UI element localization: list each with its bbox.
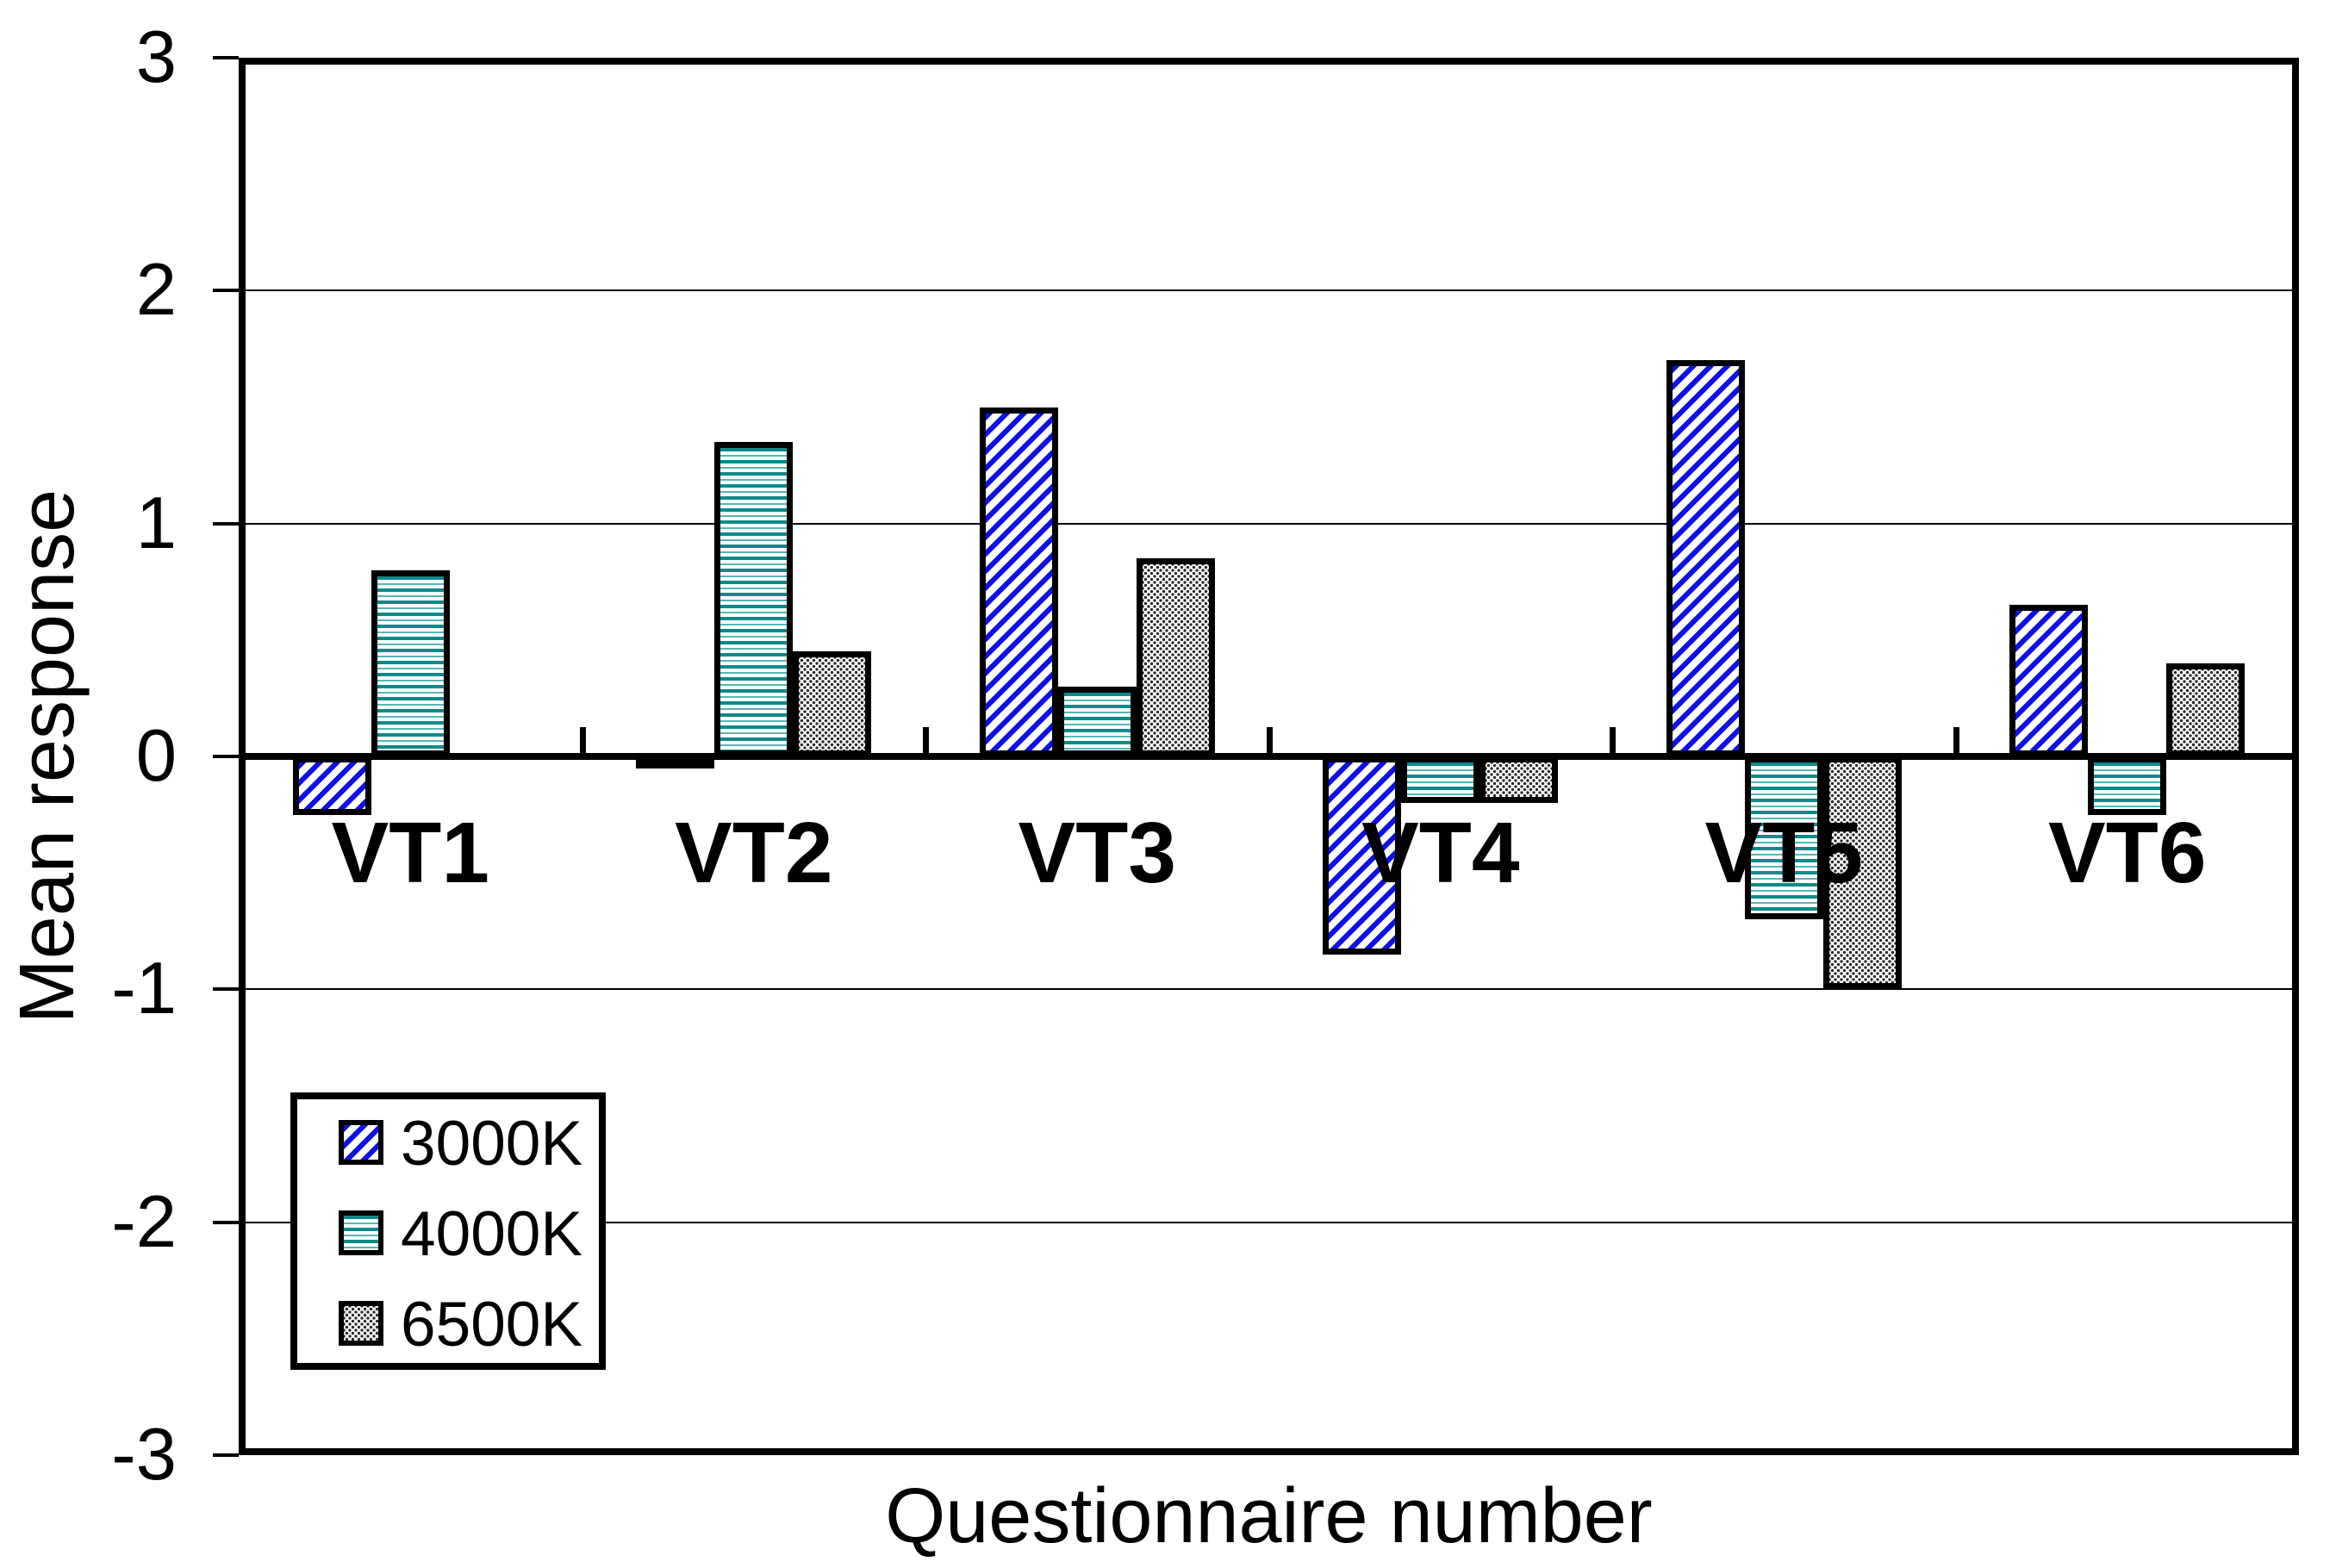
category-label-VT6: VT6	[2048, 805, 2207, 901]
legend-box: 3000K 4000K 6500K	[290, 1092, 606, 1370]
y-axis-tick	[213, 289, 239, 293]
legend-label: 4000K	[401, 1199, 583, 1269]
bar-VT1-4000K	[371, 569, 450, 756]
bar-VT2-3000K	[636, 756, 715, 768]
bar-VT4-6500K	[1479, 756, 1559, 804]
bar-VT2-4000K	[714, 442, 794, 756]
legend-item: 3000K	[297, 1111, 599, 1177]
bar-VT6-4000K	[2088, 756, 2167, 815]
y-tick-label: -1	[111, 948, 177, 1030]
category-label-VT5: VT5	[1704, 805, 1863, 901]
category-boundary-tick	[1953, 727, 1959, 753]
legend-swatch-4000K	[339, 1210, 383, 1255]
bar-VT5-6500K	[1822, 756, 1902, 990]
y-axis-tick	[213, 1453, 239, 1457]
x-axis-title: Questionnaire number	[885, 1473, 1653, 1559]
category-label-VT1: VT1	[331, 805, 489, 901]
y-tick-label: -2	[111, 1180, 177, 1263]
bar-VT1-3000K	[292, 756, 371, 815]
y-axis-tick	[213, 521, 239, 526]
legend-item: 6500K	[297, 1292, 599, 1358]
bar-VT2-6500K	[793, 651, 872, 756]
gridline	[239, 988, 2299, 991]
legend-swatch-6500K	[339, 1301, 383, 1346]
category-label-VT2: VT2	[675, 805, 833, 901]
x-axis-zero-line	[239, 753, 2299, 760]
category-label-VT4: VT4	[1361, 805, 1520, 901]
bar-VT5-3000K	[1666, 360, 1745, 756]
bar-VT3-6500K	[1136, 558, 1215, 756]
category-label-VT3: VT3	[1018, 805, 1176, 901]
y-tick-label: 0	[135, 715, 177, 797]
legend-label: 3000K	[401, 1109, 583, 1179]
bar-VT5-4000K	[1744, 756, 1823, 920]
category-boundary-tick	[579, 727, 586, 753]
y-tick-label: 2	[135, 249, 177, 332]
gridline	[239, 289, 2299, 292]
bar-VT3-4000K	[1057, 686, 1137, 756]
y-axis-tick	[213, 755, 239, 758]
bar-VT6-6500K	[2166, 663, 2246, 756]
category-boundary-tick	[1266, 727, 1273, 753]
y-axis-tick	[213, 1220, 239, 1224]
y-tick-label: -3	[111, 1414, 177, 1496]
gridline	[239, 1221, 2299, 1223]
y-axis-tick	[213, 56, 239, 59]
gridline	[239, 522, 2299, 525]
bar-VT4-4000K	[1401, 756, 1480, 804]
legend-label: 6500K	[401, 1290, 583, 1360]
legend-swatch-3000K	[339, 1120, 383, 1165]
category-boundary-tick	[923, 727, 929, 753]
bar-VT3-3000K	[979, 407, 1058, 756]
bar-VT6-3000K	[2009, 605, 2089, 756]
y-axis-tick	[213, 987, 239, 992]
y-axis-title: Mean response	[4, 488, 90, 1024]
y-tick-label: 3	[135, 16, 177, 98]
bar-VT4-3000K	[1323, 756, 1402, 955]
category-boundary-tick	[1610, 727, 1616, 753]
legend-item: 4000K	[297, 1202, 599, 1267]
y-tick-label: 1	[135, 482, 177, 564]
